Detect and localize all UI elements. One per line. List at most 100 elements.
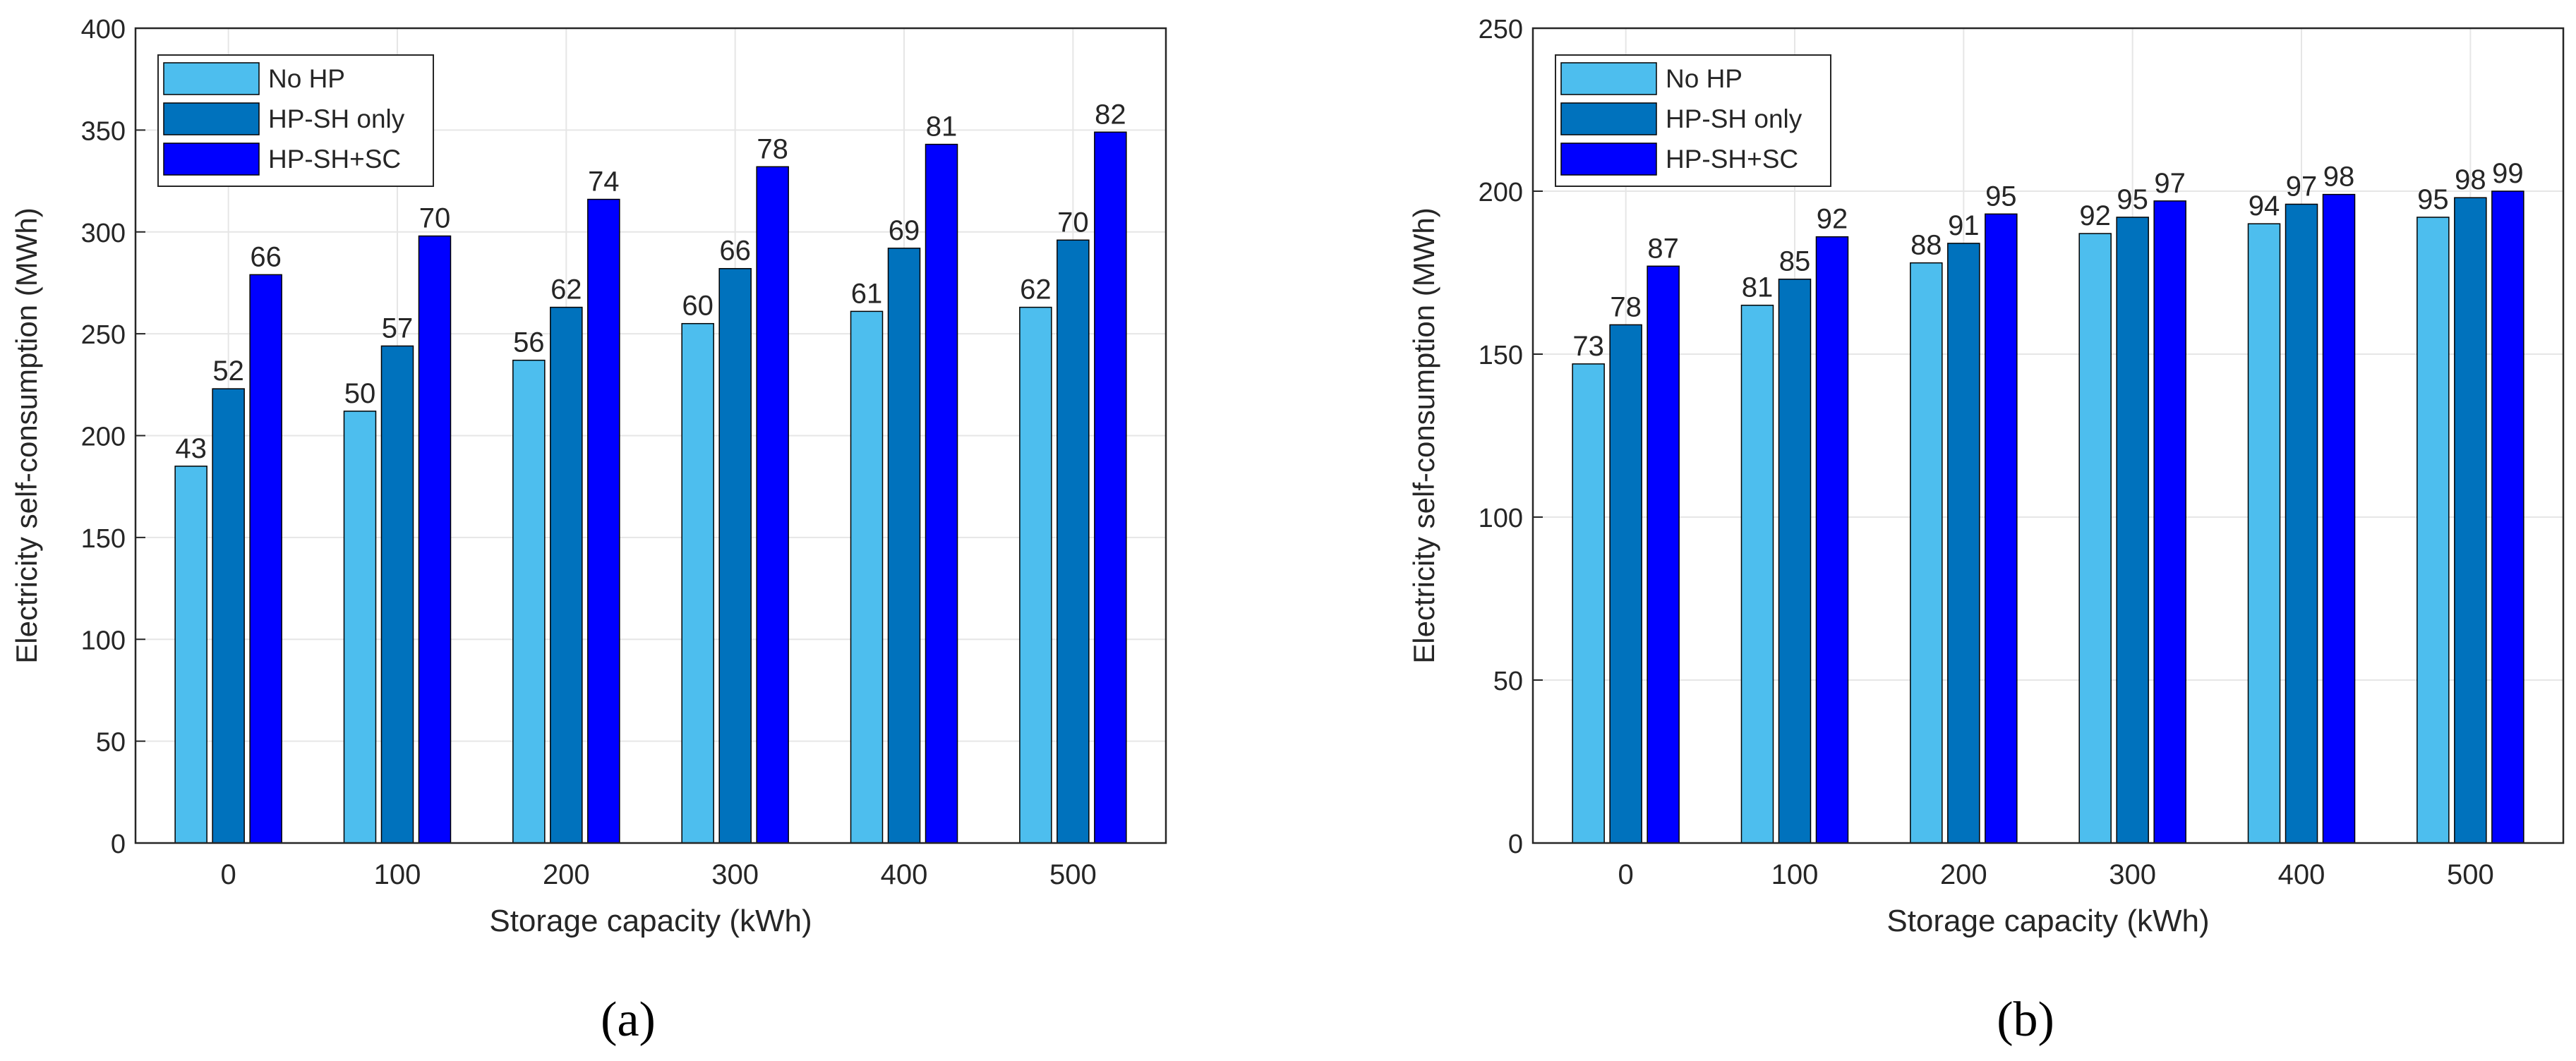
bar — [1057, 239, 1090, 844]
data-label: 74 — [588, 166, 620, 198]
legend-label: No HP — [1666, 64, 1743, 93]
y-tick-label: 300 — [81, 219, 126, 248]
bar — [1740, 304, 1774, 844]
x-tick-label: 400 — [881, 859, 928, 890]
data-label: 88 — [1910, 230, 1942, 261]
legend-swatch — [1560, 143, 1657, 176]
chart-panel-1: 0 50 100 150 200 250 300 350 400 0 100 200 300 400 500… — [10, 15, 1167, 1047]
data-label: 97 — [2154, 168, 2186, 199]
x-tick-label: 500 — [2447, 859, 2494, 890]
data-label: 91 — [1948, 210, 1980, 241]
bar — [1985, 213, 2018, 844]
x-tick-label: 100 — [374, 859, 421, 890]
legend: No HP HP-SH only HP-SH+SC — [1555, 54, 1831, 187]
bar — [1019, 306, 1052, 844]
data-label: 60 — [682, 291, 714, 322]
axes-box — [1531, 27, 2565, 844]
y-tick-label: 0 — [111, 830, 126, 859]
bar — [2247, 223, 2281, 844]
x-tick-label: 400 — [2278, 859, 2325, 890]
data-label: 92 — [2079, 200, 2111, 231]
legend-label: No HP — [268, 64, 345, 93]
bar — [249, 274, 282, 844]
legend-swatch — [163, 102, 260, 135]
bar — [2322, 193, 2356, 844]
y-axis-label: Electricity self-consumption (MWh) — [1407, 207, 1440, 663]
bar — [174, 466, 207, 844]
bar — [587, 198, 620, 844]
x-tick-label: 200 — [1940, 859, 1987, 890]
bar — [1094, 131, 1127, 844]
data-label: 61 — [851, 278, 883, 309]
bar — [1609, 324, 1642, 844]
data-label: 81 — [1742, 272, 1774, 303]
data-label: 56 — [513, 327, 545, 358]
bar — [1815, 236, 1849, 844]
bar — [681, 322, 714, 844]
y-tick-label: 100 — [81, 626, 126, 655]
data-label: 95 — [1985, 181, 2017, 212]
data-label: 43 — [175, 433, 207, 464]
legend-label: HP-SH only — [268, 104, 405, 133]
y-tick-label: 100 — [1479, 504, 1523, 533]
data-label: 57 — [382, 313, 414, 344]
y-tick-label: 200 — [1479, 178, 1523, 207]
x-tick-label: 300 — [711, 859, 759, 890]
bar — [418, 235, 452, 844]
data-label: 66 — [719, 236, 751, 267]
bar — [2153, 200, 2186, 844]
bar — [850, 310, 884, 844]
data-label: 95 — [2417, 184, 2449, 215]
data-label: 70 — [419, 203, 451, 234]
bar — [887, 248, 921, 844]
data-label: 95 — [2117, 184, 2148, 215]
y-tick-label: 350 — [81, 116, 126, 146]
data-label: 98 — [2455, 164, 2486, 195]
x-axis-label: Storage capacity (kWh) — [1886, 904, 2209, 938]
y-tick-label: 0 — [1508, 830, 1523, 859]
data-label: 78 — [757, 133, 788, 164]
panel-label: (a) — [601, 993, 656, 1047]
data-label: 98 — [2323, 162, 2355, 193]
data-label: 94 — [2249, 190, 2280, 222]
axes-box — [134, 27, 1167, 844]
x-tick-label: 500 — [1049, 859, 1097, 890]
bar — [343, 411, 377, 844]
data-label: 92 — [1817, 204, 1848, 235]
bar — [925, 143, 958, 844]
bar — [718, 267, 752, 844]
y-tick-label: 200 — [81, 423, 126, 452]
legend-label: HP-SH+SC — [1666, 145, 1798, 174]
legend: No HP HP-SH only HP-SH+SC — [157, 54, 434, 187]
bar — [2078, 233, 2112, 844]
bar — [550, 306, 583, 844]
data-label: 66 — [250, 241, 282, 272]
data-label: 70 — [1057, 207, 1089, 238]
legend-swatch — [1560, 62, 1657, 95]
data-label: 97 — [2286, 171, 2318, 202]
y-tick-label: 50 — [1493, 667, 1523, 696]
y-axis-label: Electricity self-consumption (MWh) — [10, 207, 43, 663]
data-label: 99 — [2492, 158, 2524, 189]
data-label: 81 — [926, 111, 958, 143]
data-label: 85 — [1779, 246, 1811, 277]
bar — [1910, 262, 1943, 844]
bar — [512, 359, 546, 844]
x-tick-label: 300 — [2109, 859, 2156, 890]
legend-swatch — [1560, 102, 1657, 135]
data-label: 62 — [1020, 274, 1052, 305]
legend-label: HP-SH only — [1666, 104, 1802, 133]
data-label: 62 — [550, 274, 582, 305]
y-tick-label: 400 — [81, 15, 126, 44]
data-label: 69 — [889, 215, 920, 246]
data-label: 73 — [1572, 331, 1604, 362]
data-label: 78 — [1610, 291, 1642, 322]
bar — [1647, 265, 1680, 844]
data-label: 52 — [212, 356, 244, 387]
bar — [2491, 190, 2524, 844]
y-tick-label: 150 — [1479, 341, 1523, 370]
bar — [2454, 197, 2487, 844]
data-label: 82 — [1095, 99, 1126, 130]
